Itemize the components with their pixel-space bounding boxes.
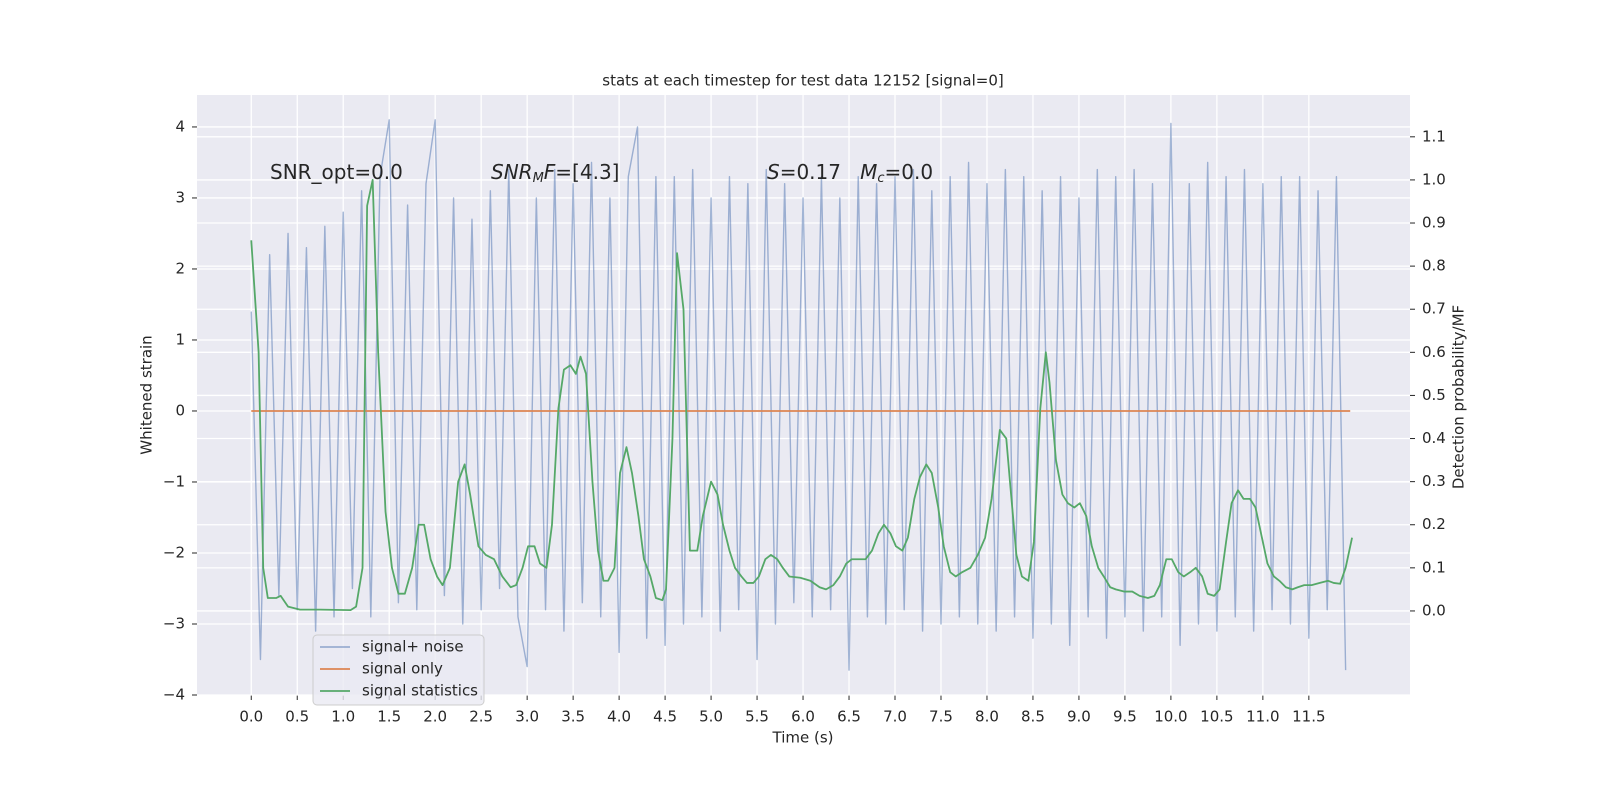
y-axis-label: Whitened strain	[138, 335, 156, 454]
annotation-part: M	[860, 160, 877, 184]
x-tick-label: 9.5	[1113, 708, 1137, 726]
y2-tick-label: 0.8	[1422, 257, 1446, 275]
y-tick-label: −1	[163, 472, 185, 490]
x-tick-label: 2.0	[423, 708, 447, 726]
x-tick-label: 0.5	[285, 708, 309, 726]
y2-tick-label: 0.6	[1422, 343, 1446, 361]
x-tick-label: 11.0	[1246, 708, 1279, 726]
y-tick-label: 3	[175, 188, 185, 206]
y2-tick-label: 0.5	[1422, 386, 1446, 404]
y2-tick-label: 1.0	[1422, 170, 1446, 188]
annotation-part: M	[533, 171, 544, 186]
annotation: SNRMF=[4.3]	[491, 160, 619, 186]
x-tick-label: 9.0	[1067, 708, 1091, 726]
legend-label: signal+ noise	[362, 638, 464, 656]
annotation-part: SNR_opt=0.0	[270, 160, 403, 184]
x-tick-label: 6.0	[791, 708, 815, 726]
annotation: SNR_opt=0.0	[270, 160, 403, 184]
annotation-part: =0.0	[885, 160, 934, 184]
legend-box	[312, 634, 485, 706]
chart-title: stats at each timestep for test data 121…	[602, 72, 1003, 90]
annotation-part: SNR	[491, 160, 533, 184]
y2-tick-label: 0.4	[1422, 429, 1446, 447]
y2-tick-label: 1.1	[1422, 127, 1446, 145]
x-axis-label: Time (s)	[772, 729, 834, 747]
x-tick-label: 10.5	[1200, 708, 1233, 726]
y-tick-label: −3	[163, 614, 185, 632]
y2-tick-label: 0.9	[1422, 214, 1446, 232]
y-tick-label: 1	[175, 330, 185, 348]
x-tick-label: 2.5	[469, 708, 493, 726]
annotation-part: =0.17	[780, 160, 860, 184]
y2-tick-label: 0.7	[1422, 300, 1446, 318]
x-tick-label: 0.0	[239, 708, 263, 726]
y2-tick-label: 0.1	[1422, 558, 1446, 576]
series-line	[250, 119, 1347, 671]
y2-tick-label: 0.0	[1422, 601, 1446, 619]
x-tick-label: 8.0	[975, 708, 999, 726]
x-tick-label: 5.0	[699, 708, 723, 726]
y-tick-label: −2	[163, 543, 185, 561]
annotation: S=0.17 Mc=0.0	[767, 160, 933, 186]
x-tick-label: 10.0	[1154, 708, 1187, 726]
x-tick-label: 4.0	[607, 708, 631, 726]
y2-axis-label: Detection probability/MF	[1450, 305, 1468, 489]
annotation-part: =[4.3]	[555, 160, 619, 184]
x-tick-label: 3.0	[515, 708, 539, 726]
annotation-part: S	[767, 160, 780, 184]
y-tick-label: 4	[175, 117, 185, 135]
y2-tick-label: 0.2	[1422, 515, 1446, 533]
x-tick-label: 7.5	[929, 708, 953, 726]
annotation-part: c	[877, 171, 884, 186]
x-tick-label: 8.5	[1021, 708, 1045, 726]
x-tick-label: 11.5	[1292, 708, 1325, 726]
annotation-part: F	[544, 160, 556, 184]
y2-tick-label: 0.3	[1422, 472, 1446, 490]
legend-label: signal statistics	[362, 682, 478, 700]
x-tick-label: 3.5	[561, 708, 585, 726]
x-tick-label: 6.5	[837, 708, 861, 726]
x-tick-label: 1.5	[377, 708, 401, 726]
x-tick-label: 4.5	[653, 708, 677, 726]
y-tick-label: −4	[163, 686, 185, 704]
x-tick-label: 1.0	[331, 708, 355, 726]
series-line	[250, 179, 1353, 611]
legend-label: signal only	[362, 660, 443, 678]
y-tick-label: 2	[175, 259, 185, 277]
x-tick-label: 5.5	[745, 708, 769, 726]
y-tick-label: 0	[175, 401, 185, 419]
x-tick-label: 7.0	[883, 708, 907, 726]
